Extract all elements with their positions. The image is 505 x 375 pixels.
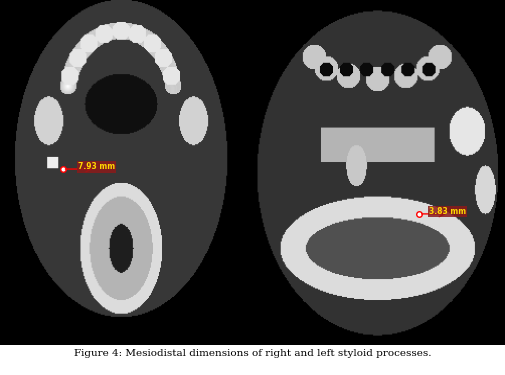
- Text: 7.93 mm: 7.93 mm: [77, 162, 115, 171]
- Text: Figure 4: Mesiodistal dimensions of right and left styloid processes.: Figure 4: Mesiodistal dimensions of righ…: [74, 349, 431, 358]
- Text: 3.83 mm: 3.83 mm: [428, 207, 465, 216]
